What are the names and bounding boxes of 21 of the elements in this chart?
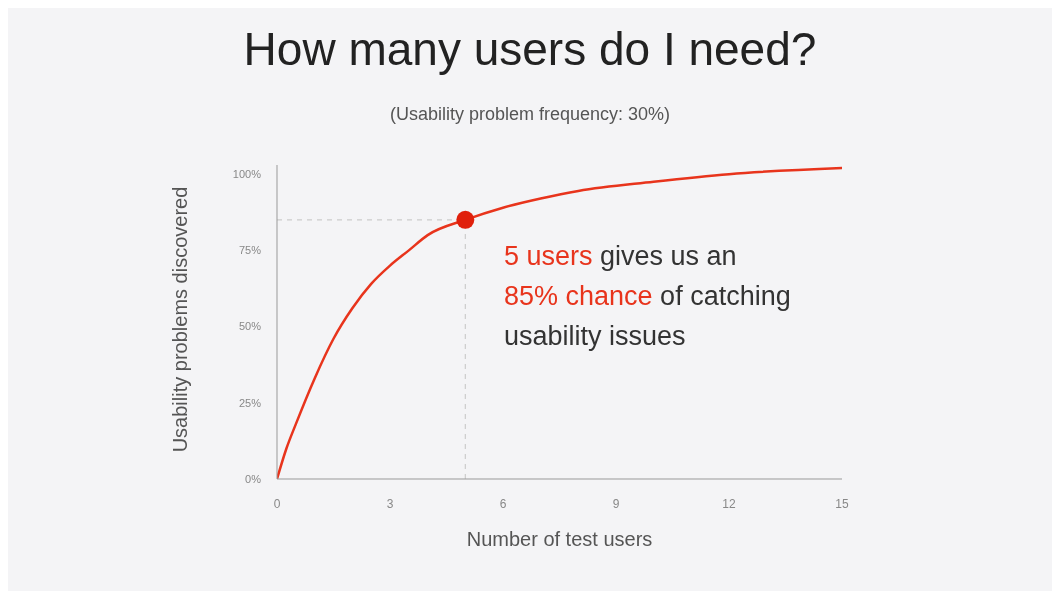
y-axis-title: Usability problems discovered [168, 185, 192, 455]
annotation: usability issues [504, 321, 686, 351]
annotation: of catching [659, 281, 791, 311]
x-tick-label: 6 [499, 496, 507, 511]
x-tick-label: 3 [386, 496, 394, 511]
line-series [277, 166, 842, 479]
x-tick-label: 9 [612, 496, 620, 511]
y-tick-label: 0% [245, 472, 262, 485]
y-tick-label: 50% [238, 320, 262, 333]
y-tick-label: 100% [232, 168, 262, 181]
chart-subtitle: (Usability problem frequency: 30%) [388, 104, 672, 125]
x-tick-label: 12 [722, 496, 736, 511]
y-tick-label: 25% [238, 396, 262, 409]
y-tick-label: 75% [238, 244, 262, 257]
chart-title: How many users do I need? [242, 22, 818, 76]
x-axis-title: Number of test users [465, 528, 654, 551]
annotation: gives us an [599, 241, 737, 271]
annotation: 5 users [504, 241, 593, 271]
annotation: 85% chance [504, 281, 653, 311]
x-tick-label: 0 [273, 496, 281, 511]
x-tick-label: 15 [835, 496, 849, 511]
